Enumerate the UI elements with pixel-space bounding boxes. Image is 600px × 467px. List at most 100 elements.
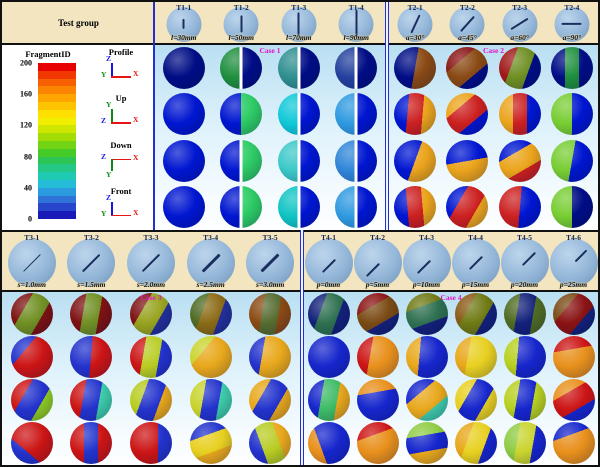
header-sphere-T1-2 <box>223 6 259 42</box>
header-sphere-T1-1 <box>166 6 202 42</box>
sphere-T3-5-profile <box>249 292 292 335</box>
sphere-T2-2-down <box>446 139 489 182</box>
crack-line-icon <box>321 258 336 273</box>
crack-line-icon <box>574 249 587 263</box>
legend-color-band <box>38 179 76 188</box>
header-sphere-T4-2 <box>353 238 402 287</box>
test-id-label: T3-5 <box>262 233 278 242</box>
case-label: Case 3 <box>140 293 162 302</box>
axis-right-label: X <box>133 115 139 125</box>
legend-tick-label: 160 <box>20 89 32 99</box>
crack-line-icon <box>416 259 431 274</box>
crack-line-icon <box>82 253 101 272</box>
test-id-label: T4-1 <box>321 233 336 242</box>
crack-line-icon <box>365 262 380 277</box>
header-cell-T3-5: T3-5 s=3.0mm <box>240 232 300 290</box>
view-block-profile: Profile Z Y X <box>90 45 152 91</box>
header-sphere-T2-2 <box>449 6 485 42</box>
sphere-T3-1-profile <box>10 292 53 335</box>
legend-tick-label: 0 <box>28 214 32 224</box>
case-label: Case 1 <box>259 46 281 55</box>
view-name: Down <box>110 139 132 150</box>
header-cell-T3-4: T3-4 s=2.5mm <box>181 232 241 290</box>
header-sphere-T1-3 <box>281 6 317 42</box>
divider-left-panel <box>153 2 155 230</box>
sphere-T1-4-profile <box>335 47 378 90</box>
sphere-T4-5-up <box>503 335 546 378</box>
sphere-T4-3-profile <box>405 292 448 335</box>
test-id-label: T4-2 <box>370 233 385 242</box>
sphere-T3-2-up <box>70 335 113 378</box>
crack-line-icon <box>409 14 421 34</box>
legend-color-band <box>38 195 76 204</box>
axis-corner-label: Y <box>101 70 107 79</box>
legend-color-band <box>38 187 76 196</box>
legend-color-band <box>38 211 76 219</box>
sphere-T1-1-front <box>162 185 205 228</box>
header-cell-T1-4: T1-4 l=90mm <box>328 2 386 43</box>
crack-line-icon <box>561 22 582 25</box>
sphere-T3-3-front <box>129 422 172 465</box>
view-block-front: Front Z Y X <box>90 184 152 230</box>
view-block-down: Down Z X Y <box>90 138 152 184</box>
param-label: a=45° <box>458 33 477 42</box>
legend-color-band <box>38 133 76 141</box>
case-label: Case 4 <box>440 293 462 302</box>
crack-line-icon <box>201 253 220 273</box>
sphere-T3-3-down <box>129 379 172 422</box>
sphere-T4-5-down <box>503 379 546 422</box>
legend-title: FragmentID <box>25 49 71 59</box>
crack-line-icon <box>459 15 475 33</box>
crack-line-icon <box>521 251 536 266</box>
axis-triad-icon: Z X Y <box>101 151 141 177</box>
legend-tick-label: 80 <box>24 152 32 162</box>
param-label: s=2.0mm <box>136 280 166 289</box>
test-id-label: T2-4 <box>564 3 580 12</box>
header-sphere-T3-3 <box>126 238 175 287</box>
sphere-T2-2-front <box>446 185 489 228</box>
param-label: p=10mm <box>412 280 441 289</box>
sphere-T4-1-down <box>307 379 350 422</box>
header-cell-T4-4: T4-4 p=15mm <box>451 232 500 290</box>
header-row-case3: T3-1 s=1.0mm T3-2 s=1.5mm T3-3 s=2.0mm T3-4 s=2… <box>2 230 300 292</box>
sphere-T4-3-front <box>405 422 448 465</box>
header-sphere-T3-2 <box>67 238 116 287</box>
sphere-T1-3-profile <box>277 47 320 90</box>
param-label: p=25mm <box>559 280 588 289</box>
param-label: l=30mm <box>170 33 197 42</box>
axis-vertical-line <box>111 201 113 215</box>
legend-tick-column: 200 160 120 80 40 0 <box>2 59 34 224</box>
test-id-label: T4-3 <box>419 233 434 242</box>
test-group-label: Test group <box>58 17 99 28</box>
sphere-T3-2-down <box>70 379 113 422</box>
param-label: l=50mm <box>228 33 255 42</box>
axis-vertical-line <box>111 158 113 171</box>
axis-top-label: Z <box>106 54 112 63</box>
legend-tick-label: 120 <box>20 120 32 130</box>
crack-line-icon <box>297 12 300 36</box>
sphere-T2-1-front <box>394 185 437 228</box>
axis-x-line <box>111 122 131 124</box>
sphere-T1-3-down <box>277 139 320 182</box>
header-cell-T4-2: T4-2 p=5mm <box>353 232 402 290</box>
param-label: a=90° <box>562 33 582 42</box>
sphere-T4-6-front <box>552 422 595 465</box>
sphere-T4-2-up <box>356 335 399 378</box>
legend-color-band <box>38 109 76 118</box>
sphere-T3-5-down <box>249 379 292 422</box>
sphere-T1-2-profile <box>220 47 263 90</box>
crack-line-icon <box>182 18 185 29</box>
sphere-T4-4-profile <box>454 292 497 335</box>
legend-color-band <box>38 172 76 180</box>
legend-color-band <box>38 86 76 95</box>
header-cell-T2-2: T2-2 a=45° <box>441 2 493 43</box>
header-sphere-T1-4 <box>338 6 374 42</box>
legend-color-band <box>38 78 76 87</box>
header-cell-T4-6: T4-6 p=25mm <box>549 232 598 290</box>
sphere-T3-2-front <box>70 422 113 465</box>
legend-color-band <box>38 101 76 110</box>
legend-tick-label: 200 <box>20 58 32 68</box>
sphere-T4-3-down <box>405 379 448 422</box>
